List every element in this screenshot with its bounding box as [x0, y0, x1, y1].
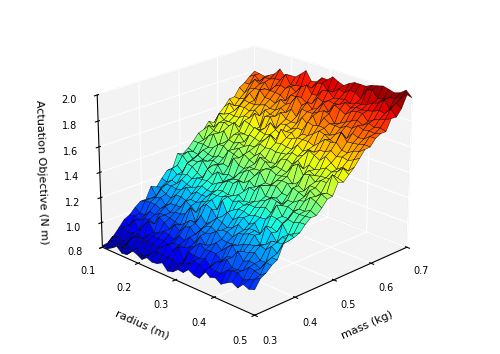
- X-axis label: mass (kg): mass (kg): [340, 309, 394, 341]
- Y-axis label: radius (m): radius (m): [114, 309, 170, 342]
